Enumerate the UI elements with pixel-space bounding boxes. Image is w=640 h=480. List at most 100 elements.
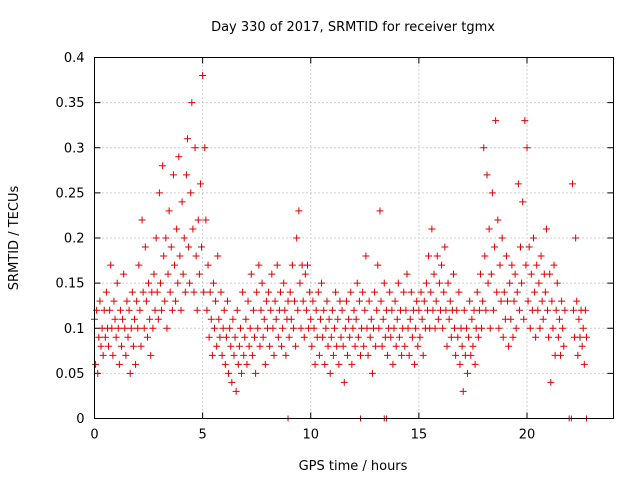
data-point bbox=[350, 306, 358, 314]
data-point bbox=[485, 225, 493, 233]
x-tick-label: 0 bbox=[90, 428, 98, 443]
data-point bbox=[125, 306, 133, 314]
data-point bbox=[406, 315, 414, 323]
data-point bbox=[193, 306, 201, 314]
data-point bbox=[458, 342, 466, 350]
data-point bbox=[557, 351, 565, 359]
data-point bbox=[574, 351, 582, 359]
data-point bbox=[190, 288, 198, 296]
data-point bbox=[226, 324, 234, 332]
data-point bbox=[363, 324, 371, 332]
data-point bbox=[158, 306, 166, 314]
data-point bbox=[280, 279, 288, 287]
data-point bbox=[454, 333, 462, 341]
data-point bbox=[214, 252, 222, 260]
data-point bbox=[180, 234, 188, 242]
data-point bbox=[246, 324, 254, 332]
data-point bbox=[349, 324, 357, 332]
data-point bbox=[553, 279, 561, 287]
data-point bbox=[143, 333, 151, 341]
y-tick-labels: 0 0.05 0.1 0.15 0.2 0.25 0.3 0.35 0.4 bbox=[56, 51, 85, 427]
data-point bbox=[333, 342, 341, 350]
data-point bbox=[207, 315, 215, 323]
data-point bbox=[206, 288, 214, 296]
data-point bbox=[329, 351, 337, 359]
data-point bbox=[572, 234, 580, 242]
data-point bbox=[483, 171, 491, 179]
data-point bbox=[441, 243, 449, 251]
data-point bbox=[393, 315, 401, 323]
x-axis-label: GPS time / hours bbox=[299, 459, 408, 474]
data-point bbox=[199, 72, 207, 80]
data-point bbox=[238, 369, 246, 377]
data-point bbox=[138, 216, 146, 224]
x-tick-label: 10 bbox=[302, 428, 319, 443]
data-point bbox=[339, 342, 347, 350]
data-point bbox=[361, 306, 369, 314]
data-point bbox=[427, 288, 435, 296]
data-point bbox=[135, 261, 143, 269]
data-point bbox=[352, 315, 360, 323]
data-point bbox=[398, 351, 406, 359]
data-point bbox=[209, 279, 217, 287]
data-point bbox=[355, 297, 363, 305]
data-point bbox=[335, 360, 343, 368]
data-point bbox=[473, 288, 481, 296]
data-point bbox=[529, 234, 537, 242]
data-point bbox=[123, 297, 131, 305]
data-point bbox=[507, 315, 515, 323]
data-point bbox=[95, 333, 103, 341]
data-point bbox=[285, 333, 293, 341]
data-point bbox=[482, 306, 490, 314]
data-point bbox=[413, 297, 421, 305]
data-point bbox=[310, 324, 318, 332]
data-point bbox=[568, 180, 576, 188]
data-point bbox=[191, 144, 199, 152]
data-point bbox=[320, 306, 328, 314]
data-point bbox=[162, 234, 170, 242]
data-point bbox=[498, 234, 506, 242]
data-point bbox=[359, 288, 367, 296]
data-point bbox=[292, 342, 300, 350]
data-point bbox=[181, 288, 189, 296]
data-point bbox=[128, 288, 136, 296]
data-point bbox=[484, 279, 492, 287]
data-point bbox=[520, 315, 528, 323]
data-point bbox=[455, 288, 463, 296]
data-point bbox=[373, 306, 381, 314]
data-point bbox=[536, 324, 544, 332]
data-point bbox=[160, 252, 168, 260]
data-point bbox=[368, 369, 376, 377]
data-point bbox=[259, 333, 267, 341]
data-point bbox=[480, 144, 488, 152]
data-point bbox=[179, 270, 187, 278]
data-point bbox=[416, 333, 424, 341]
data-point bbox=[110, 297, 118, 305]
data-point bbox=[344, 351, 352, 359]
data-point bbox=[337, 333, 345, 341]
data-point bbox=[124, 333, 132, 341]
data-point bbox=[452, 351, 460, 359]
x-tick-label: 20 bbox=[519, 428, 536, 443]
data-point bbox=[228, 378, 236, 386]
data-point bbox=[492, 117, 500, 125]
data-point bbox=[447, 333, 455, 341]
data-point bbox=[403, 270, 411, 278]
data-point bbox=[247, 270, 255, 278]
data-point bbox=[471, 360, 479, 368]
data-point bbox=[258, 279, 266, 287]
data-point bbox=[462, 324, 470, 332]
data-point bbox=[512, 324, 520, 332]
data-point bbox=[377, 297, 385, 305]
data-point bbox=[233, 306, 241, 314]
data-point bbox=[440, 288, 448, 296]
data-point bbox=[415, 306, 423, 314]
data-point bbox=[388, 306, 396, 314]
data-point bbox=[527, 270, 535, 278]
data-point bbox=[367, 315, 375, 323]
data-point bbox=[390, 324, 398, 332]
data-point bbox=[133, 297, 141, 305]
data-point bbox=[581, 306, 589, 314]
data-point bbox=[502, 252, 510, 260]
data-point bbox=[297, 324, 305, 332]
